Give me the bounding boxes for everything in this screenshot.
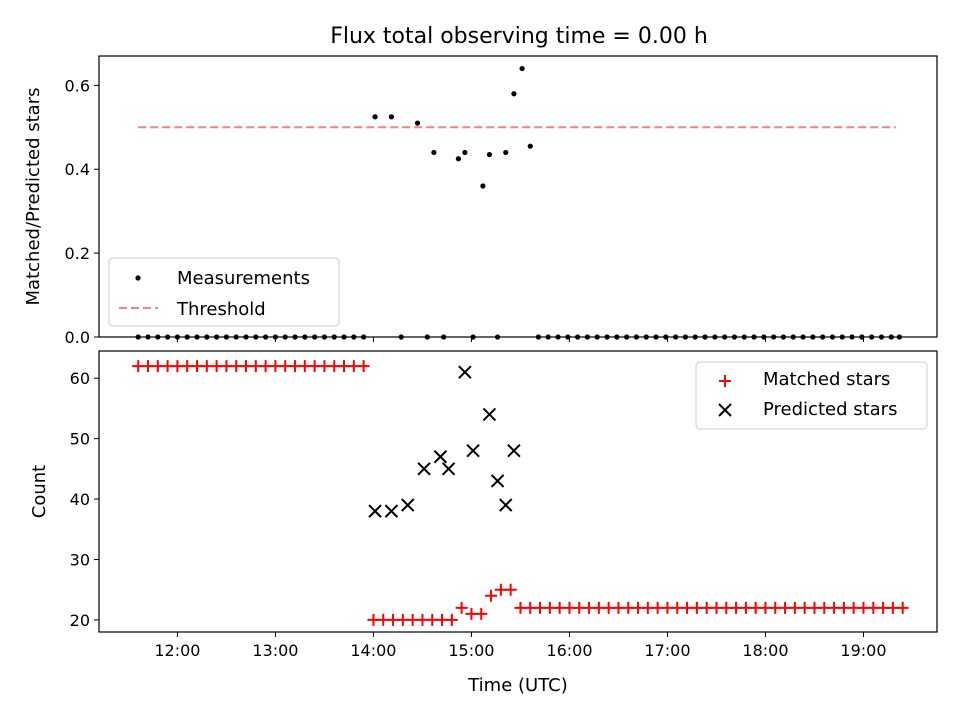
measurement-point	[519, 65, 525, 72]
chart-title: Flux total observing time = 0.00 h	[330, 24, 708, 49]
matched-star-point	[455, 601, 468, 614]
measurement-point	[431, 149, 437, 156]
predicted-star-point	[401, 498, 415, 512]
legend-measurements-marker	[135, 275, 141, 281]
predicted-star-point	[384, 504, 399, 518]
predicted-star-point	[482, 407, 497, 422]
bottom-y-ticks: 20 30 40 50 60	[70, 369, 99, 630]
legend-measurements-label: Measurements	[177, 268, 310, 289]
legend-matched-marker	[719, 375, 731, 387]
bottom-x-tick-label: 15:00	[448, 641, 494, 660]
bottom-y-axis-label: Count	[29, 465, 50, 518]
measurement-point	[480, 183, 486, 189]
bottom-panel: 20 30 40 50 60 12:00 13:00 14:00 15:00 16:00 17:0…	[29, 350, 938, 696]
bottom-x-tick-label: 17:00	[644, 641, 690, 660]
top-y-axis-label: Matched/Predicted stars	[23, 88, 44, 306]
matched-star-point	[504, 583, 517, 596]
predicted-star-point	[490, 474, 505, 488]
top-y-ticks: 0.0 0.2 0.4 0.6	[65, 76, 99, 347]
predicted-star-point	[507, 444, 521, 458]
predicted-star-point	[417, 462, 431, 476]
bottom-x-tick-label: 12:00	[154, 641, 200, 660]
legend-matched-label: Matched stars	[763, 369, 890, 390]
top-axes-frame	[98, 55, 938, 338]
bottom-axes-frame	[98, 350, 938, 633]
top-legend: Measurements Threshold	[108, 257, 340, 327]
predicted-star-point	[368, 504, 382, 518]
matched-star-point	[485, 589, 498, 602]
bottom-y-tick-label: 40	[70, 490, 90, 509]
top-y-tick-label: 0.0	[65, 328, 90, 347]
legend-predicted-label: Predicted stars	[763, 399, 897, 420]
bottom-y-tick-label: 20	[70, 611, 90, 630]
matched-star-point	[357, 360, 370, 373]
bottom-x-tick-label: 14:00	[350, 641, 396, 660]
measurement-point	[527, 143, 533, 149]
matched-star-point	[445, 613, 458, 626]
matched-star-point	[896, 601, 909, 614]
top-y-tick-label: 0.4	[65, 160, 90, 179]
predicted-star-point	[499, 498, 513, 512]
measurement-point	[372, 114, 378, 120]
bottom-x-tick-label: 16:00	[546, 641, 592, 660]
bottom-y-tick-label: 60	[70, 369, 90, 388]
top-y-tick-label: 0.2	[65, 244, 90, 263]
bottom-x-tick-label: 13:00	[252, 641, 298, 660]
measurement-point	[486, 151, 493, 158]
predicted-star-point	[441, 462, 456, 476]
bottom-marks	[132, 360, 909, 626]
legend-predicted-marker	[718, 403, 732, 417]
measurement-point	[388, 114, 395, 120]
x-axis-label: Time (UTC)	[467, 675, 568, 696]
bottom-x-tick-label: 19:00	[840, 641, 886, 660]
measurement-point	[503, 149, 509, 156]
predicted-star-point	[458, 365, 472, 379]
predicted-star-point	[433, 450, 448, 464]
predicted-star-point	[466, 444, 480, 458]
bottom-y-tick-label: 50	[70, 430, 90, 449]
measurement-point	[462, 149, 468, 156]
top-panel: 0.0 0.2 0.4 0.6 Matched/Predicted stars Mea…	[23, 55, 938, 347]
bottom-legend: Matched stars Predicted stars	[695, 361, 928, 430]
bottom-x-ticks: 12:00 13:00 14:00 15:00 16:00 17:00 18:00 19:00	[154, 632, 887, 660]
top-y-tick-label: 0.6	[65, 76, 90, 95]
measurement-point	[511, 91, 517, 97]
bottom-x-tick-label: 18:00	[742, 641, 788, 660]
matched-star-point	[475, 607, 488, 620]
measurement-point	[414, 120, 421, 126]
bottom-legend-box	[695, 361, 928, 430]
legend-threshold-label: Threshold	[176, 299, 266, 320]
bottom-y-tick-label: 30	[70, 550, 90, 569]
measurement-point	[455, 156, 461, 162]
top-x-ticks	[176, 337, 864, 342]
top-legend-box	[108, 257, 340, 327]
